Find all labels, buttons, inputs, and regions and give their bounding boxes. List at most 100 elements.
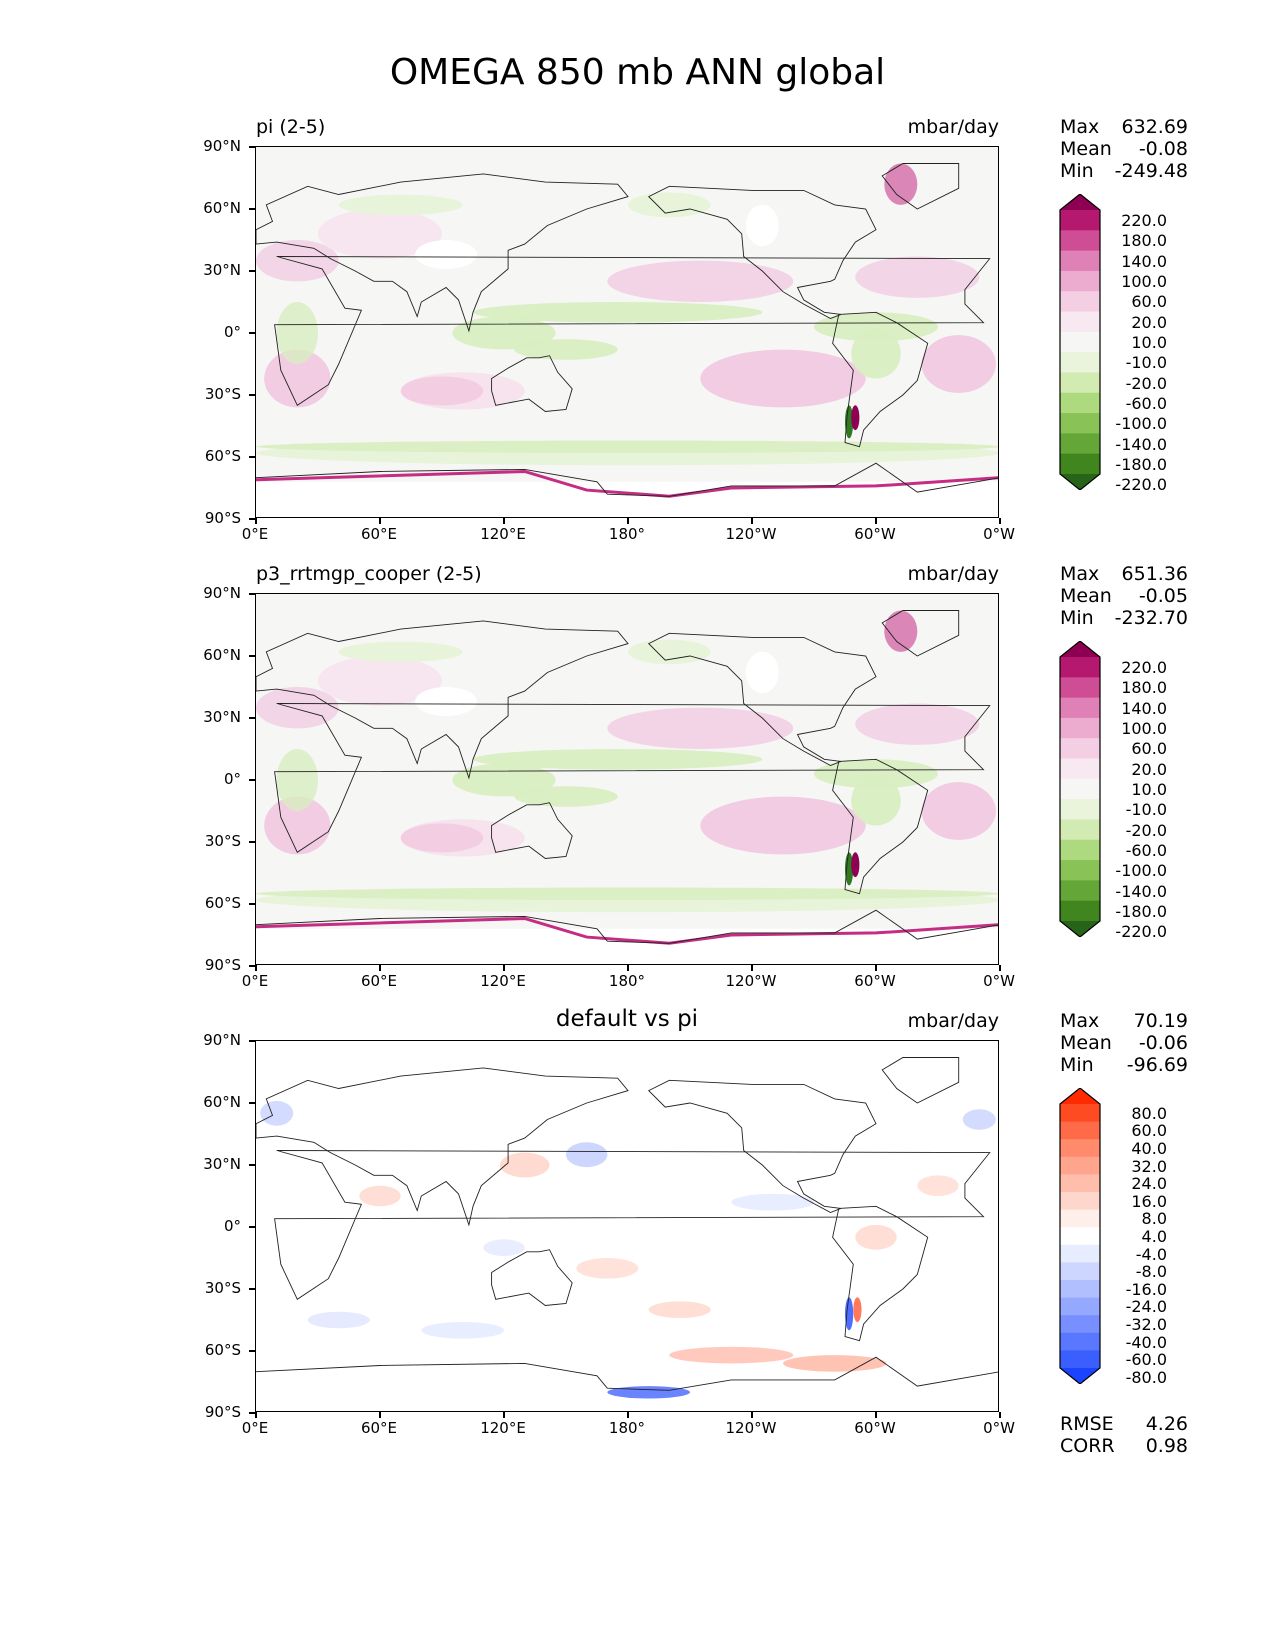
stat-label: Min xyxy=(1060,160,1094,182)
stat-value: 4.26 xyxy=(1145,1413,1188,1435)
field-blob xyxy=(483,1239,525,1256)
antarctica xyxy=(256,481,998,517)
colorbar-segment xyxy=(1060,1244,1100,1263)
field-blob xyxy=(783,1355,887,1372)
coastline xyxy=(647,185,877,319)
colorbar-tick-label: -32.0 xyxy=(1125,1315,1167,1334)
colorbar-tick-label: 80.0 xyxy=(1131,1103,1167,1123)
colorbar-segment xyxy=(1060,738,1100,760)
field-blob xyxy=(276,302,318,364)
x-tick-label: 60°W xyxy=(854,972,896,990)
colorbar-tick-label: 20.0 xyxy=(1131,759,1167,779)
y-tick-label: 90°S xyxy=(204,956,241,974)
colorbar-segment xyxy=(1060,1262,1100,1281)
field-blob xyxy=(853,1297,862,1323)
colorbar-segment xyxy=(1060,1280,1100,1299)
stat-row-mean: Mean -0.05 xyxy=(1060,585,1188,607)
field-blob xyxy=(338,641,463,663)
coastline xyxy=(881,163,960,210)
x-tick-mark xyxy=(379,1412,381,1418)
coastline xyxy=(832,311,929,448)
colorbar-extend-top xyxy=(1060,641,1100,657)
colorbar-tick-label: -60.0 xyxy=(1125,393,1167,413)
coastline xyxy=(832,758,929,895)
colorbar-tick-label: -60.0 xyxy=(1125,1350,1167,1370)
field-blob xyxy=(607,1386,690,1399)
y-tick-mark xyxy=(249,903,255,905)
field-blob xyxy=(855,1224,897,1250)
colorbar-tick-label: 60.0 xyxy=(1131,1121,1167,1141)
y-tick-mark xyxy=(249,1102,255,1104)
x-tick-label: 0°W xyxy=(983,1419,1015,1437)
colorbar-tick-label: -24.0 xyxy=(1125,1297,1167,1317)
stat-label: Max xyxy=(1060,116,1100,138)
y-tick-label: 60°N xyxy=(203,646,241,664)
field-blob xyxy=(276,749,318,811)
field-blob xyxy=(514,786,618,807)
field-blob xyxy=(318,656,442,706)
colorbar-segment xyxy=(1060,270,1100,292)
coastline xyxy=(256,909,998,944)
field-blob xyxy=(700,349,866,408)
colorbar-tick-label: 140.0 xyxy=(1121,698,1167,718)
colorbar-segment xyxy=(1060,372,1100,394)
colorbar-tick-label: -16.0 xyxy=(1125,1279,1167,1299)
field-blob xyxy=(855,256,980,298)
x-tick-label: 60°W xyxy=(854,1419,896,1437)
y-tick-mark xyxy=(249,965,255,967)
colorbar-segment xyxy=(1060,657,1100,678)
coastline xyxy=(491,1249,573,1306)
stat-value: -249.48 xyxy=(1114,160,1188,182)
colorbar-tick-label: 40.0 xyxy=(1131,1139,1167,1158)
colorbar-tick-label: 140.0 xyxy=(1121,251,1167,271)
colorbar-tick-label: 8.0 xyxy=(1141,1209,1167,1229)
x-tick-label: 0°E xyxy=(241,972,269,990)
coastline xyxy=(256,1356,998,1391)
x-tick-mark xyxy=(627,518,629,524)
x-tick-mark xyxy=(751,1412,753,1418)
colorbar-tick-label: -8.0 xyxy=(1135,1262,1167,1282)
y-tick-label: 60°N xyxy=(203,199,241,217)
stats-block: Max 651.36 Mean -0.05 Min -232.70 xyxy=(1060,563,1188,629)
stat-row-mean: Mean -0.08 xyxy=(1060,138,1188,160)
stat-label: RMSE xyxy=(1060,1413,1114,1435)
colorbar-tick-label: 180.0 xyxy=(1121,678,1167,698)
field-blob xyxy=(452,763,556,797)
x-tick-label: 180° xyxy=(608,972,646,990)
y-tick-label: 0° xyxy=(223,323,241,341)
field-blob xyxy=(814,759,938,789)
colorbar-tick-label: -220.0 xyxy=(1115,922,1167,942)
y-tick-mark xyxy=(249,208,255,210)
field-blob xyxy=(851,775,901,826)
field-blob xyxy=(473,302,763,323)
coastline xyxy=(256,620,629,780)
x-tick-mark xyxy=(255,518,257,524)
field-blob xyxy=(884,610,918,652)
colorbar-tick-label: 220.0 xyxy=(1121,658,1167,678)
stat-row-mean: Mean -0.06 xyxy=(1060,1032,1188,1054)
y-tick-label: 30°S xyxy=(204,385,241,403)
y-tick-mark xyxy=(249,1350,255,1352)
y-tick-label: 90°N xyxy=(203,1031,241,1049)
y-tick-label: 30°N xyxy=(203,1155,241,1173)
colorbar-segment xyxy=(1060,778,1100,800)
x-tick-label: 0°W xyxy=(983,972,1015,990)
stat-row-max: Max 70.19 xyxy=(1060,1010,1188,1032)
stat-row-max: Max 632.69 xyxy=(1060,116,1188,138)
colorbar-extend-bottom xyxy=(1060,921,1100,937)
x-tick-label: 120°E xyxy=(480,1419,526,1437)
colorbar-segment xyxy=(1060,1315,1100,1334)
antarctica xyxy=(256,928,998,964)
field-blob xyxy=(669,1346,794,1364)
x-tick-label: 120°W xyxy=(725,525,777,543)
x-tick-label: 180° xyxy=(608,525,646,543)
field-blob xyxy=(318,209,442,259)
colorbar-extend-bottom xyxy=(1060,1368,1100,1384)
stat-label: Min xyxy=(1060,607,1094,629)
map-panel xyxy=(255,1040,999,1412)
x-tick-label: 0°E xyxy=(241,1419,269,1437)
colorbar-segment xyxy=(1060,1156,1100,1175)
colorbar-segment xyxy=(1060,1350,1100,1369)
y-tick-mark xyxy=(249,655,255,657)
field-blob-dark xyxy=(851,852,860,878)
